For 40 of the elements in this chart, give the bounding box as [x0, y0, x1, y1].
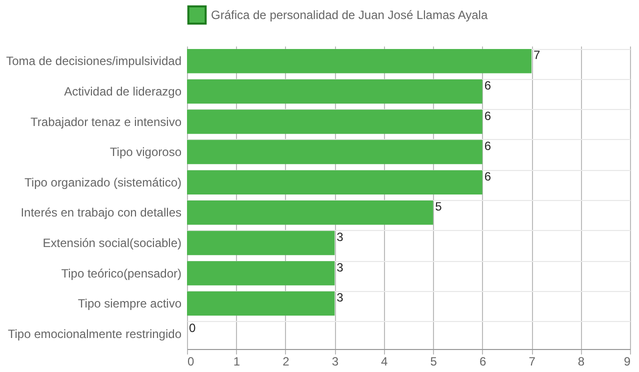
bar	[187, 261, 335, 286]
bar	[187, 230, 335, 256]
data-label: 6	[484, 169, 492, 184]
data-label: 7	[534, 48, 541, 62]
x-tick-label: 3	[332, 354, 339, 368]
data-label: 5	[435, 200, 442, 214]
x-tick-label: 6	[479, 354, 486, 368]
x-tick-label: 1	[233, 354, 240, 368]
y-tick-label: Toma de decisiones/impulsividad	[6, 54, 182, 68]
x-tick-label: 4	[381, 354, 388, 368]
y-tick-label: Tipo emocionalmente restringido	[8, 326, 182, 341]
bar	[187, 200, 434, 225]
x-tick-label: 9	[624, 354, 631, 368]
x-tick-label: 2	[282, 354, 290, 368]
data-label: 3	[336, 260, 344, 274]
data-label: 3	[336, 290, 344, 305]
y-tick-label: Interés en trabajo con detalles	[20, 206, 182, 220]
bar	[187, 140, 482, 164]
bar	[187, 170, 482, 194]
y-tick-label: Extensión social(sociable)	[42, 236, 182, 250]
x-tick-label: 5	[430, 354, 438, 368]
data-label: 6	[484, 108, 492, 123]
data-label: 3	[336, 230, 344, 244]
bar	[187, 49, 532, 74]
x-tick-label: 8	[578, 354, 585, 368]
y-tick-label: Tipo siempre activo	[78, 296, 182, 311]
x-tick-label: 0	[188, 354, 194, 368]
bar	[187, 110, 482, 134]
y-tick-label: Trabajador tenaz e intensivo	[30, 114, 182, 129]
data-label: 6	[484, 139, 492, 154]
bar	[187, 79, 482, 104]
y-tick-label: Tipo organizado (sistemático)	[24, 175, 182, 190]
y-tick-label: Tipo vigoroso	[110, 145, 182, 160]
x-tick-label: 7	[528, 354, 536, 368]
y-tick-label: Tipo teórico(pensador)	[61, 266, 182, 280]
y-tick-label: Actividad de liderazgo	[64, 84, 182, 98]
legend-label: Gráfica de personalidad de Juan José Llamas Ayala	[211, 8, 488, 22]
data-label: 0	[189, 320, 196, 335]
data-label: 6	[484, 78, 492, 92]
bar	[187, 291, 335, 316]
